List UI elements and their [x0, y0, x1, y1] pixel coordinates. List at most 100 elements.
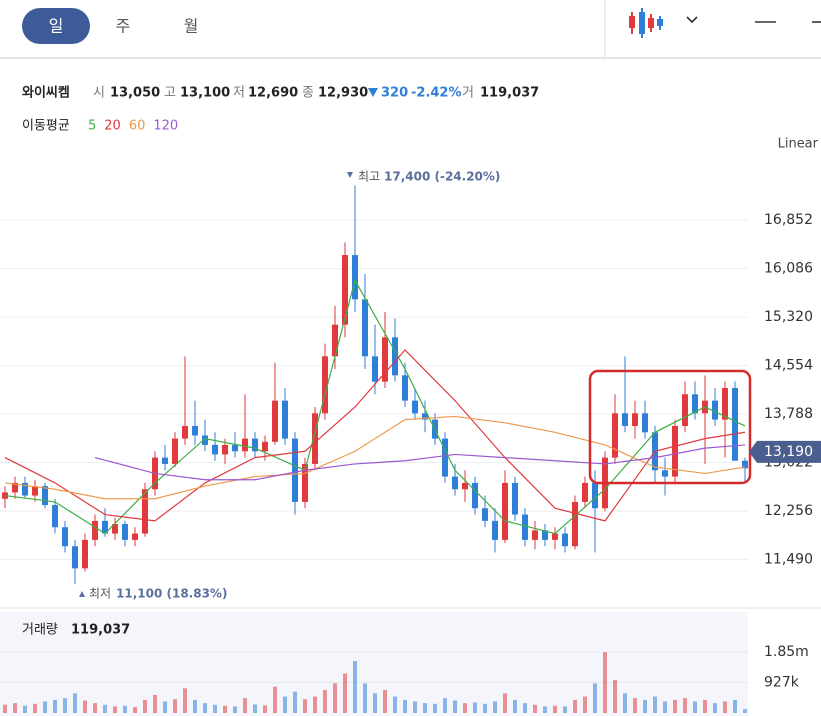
candle-body [722, 387, 728, 420]
volume-bar [203, 703, 207, 713]
volume-bar [143, 699, 147, 713]
chart-type-icon[interactable] [629, 8, 663, 38]
candle-body [142, 489, 148, 534]
volume-bar [563, 706, 567, 713]
annotation-label: 최저 [89, 587, 111, 601]
volume-bar [73, 693, 77, 713]
candle-body [122, 524, 128, 540]
volume-bar [163, 701, 167, 713]
volume-bar [43, 701, 47, 713]
tab-active[interactable] [22, 8, 90, 44]
volume-bar [643, 699, 647, 713]
volume-bar [173, 699, 177, 713]
volume-bar [373, 693, 377, 713]
volume-bar [413, 701, 417, 713]
ma-line [4, 278, 746, 535]
candle-body [252, 438, 258, 452]
value: 12,690 [248, 86, 298, 101]
y-tick-label: 15,320 [764, 309, 813, 325]
candle-body [622, 413, 628, 426]
volume-bar [463, 703, 467, 713]
down-arrow [368, 88, 378, 97]
candle-body [612, 413, 618, 458]
volume-bar [353, 661, 357, 713]
value: 119,037 [480, 86, 539, 101]
candle-body [22, 482, 28, 496]
change: 320 [381, 86, 408, 101]
candle-body [562, 533, 568, 547]
value: 13,100 [180, 86, 230, 101]
label: 저 [233, 86, 245, 101]
candle-body [82, 539, 88, 569]
volume-bar [583, 696, 587, 713]
volume-bar [313, 696, 317, 713]
candle-body [192, 425, 198, 436]
scale-mode[interactable]: Linear [778, 137, 819, 152]
candle-body [472, 482, 478, 509]
highlight-box [588, 369, 752, 485]
candle-body [322, 356, 328, 414]
legend-item: 60 [129, 119, 146, 134]
volume-bar [493, 701, 497, 713]
volume-bar [23, 705, 27, 713]
volume-bar [213, 704, 217, 713]
candle-body [72, 546, 78, 569]
candle-body [522, 514, 528, 540]
candle-body [492, 520, 498, 540]
volume-bar [53, 699, 57, 713]
candle-body [442, 438, 448, 477]
stock-name: 와이씨켐 [22, 85, 70, 101]
candle-body [132, 533, 138, 540]
value: 12,930 [318, 86, 368, 101]
volume-bar [483, 703, 487, 713]
volume-bar [63, 698, 67, 713]
volume-bar [403, 699, 407, 713]
volume-bar [613, 680, 617, 713]
candle-body [452, 476, 458, 490]
tab[interactable]: 주 [116, 17, 131, 36]
volume-bar [663, 701, 667, 713]
volume-bar [743, 709, 747, 713]
volume-bar [183, 688, 187, 713]
candle-body [42, 486, 48, 506]
volume-bar [153, 694, 157, 713]
candle-body [462, 482, 468, 490]
candle-body [572, 501, 578, 547]
label: 고 [164, 86, 176, 101]
y-tick-label: 12,256 [764, 503, 813, 519]
volume-bar [523, 703, 527, 713]
candle-body [282, 400, 288, 439]
volume-bar [103, 704, 107, 713]
candle-body [592, 482, 598, 509]
y-tick-label: 11,490 [764, 551, 813, 567]
volume-bar [703, 699, 707, 713]
label: 종 [302, 86, 314, 101]
candle-body [532, 530, 538, 540]
volume-bar [283, 696, 287, 713]
candle-body [632, 413, 638, 426]
value: 13,050 [110, 86, 160, 101]
volume-bar [713, 703, 717, 713]
candle-body [342, 255, 348, 325]
dropdown-chevron[interactable] [686, 16, 698, 24]
volume-bar [363, 683, 367, 713]
volume-value: 119,037 [71, 623, 130, 638]
ma-line [4, 349, 746, 522]
volume-bar [33, 703, 37, 713]
volume-bar [603, 652, 607, 713]
volume-bar [193, 699, 197, 713]
candle-body [392, 337, 398, 376]
candle-body [242, 438, 248, 452]
tab[interactable]: 월 [184, 17, 199, 36]
candle-body [552, 533, 558, 540]
candle-body [182, 425, 188, 439]
change-pct: -2.42% [411, 86, 462, 101]
annotation: 17,400 (-24.20%) [384, 170, 500, 184]
volume-bar [503, 693, 507, 713]
tab[interactable]: 일 [49, 17, 64, 36]
candle-body [672, 425, 678, 477]
ma-legend-label: 이동평균 [22, 119, 70, 134]
candle-body [62, 527, 68, 547]
candle-body [312, 413, 318, 464]
